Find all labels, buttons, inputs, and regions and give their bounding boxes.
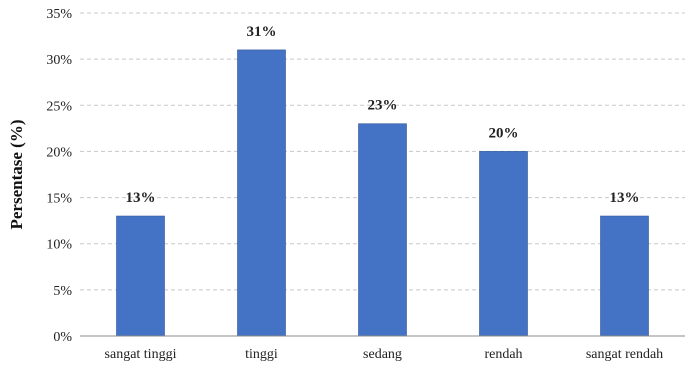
data-label: 13%	[126, 190, 156, 206]
y-tick-label: 30%	[46, 53, 72, 68]
y-tick-label: 25%	[46, 99, 72, 114]
y-tick-label: 0%	[53, 330, 72, 345]
y-axis-ticks: 0% 5% 10% 15% 20% 25% 30% 35%	[46, 7, 72, 345]
y-tick-label: 10%	[46, 238, 72, 253]
data-label: 23%	[368, 98, 398, 114]
bar-sedang	[358, 123, 407, 337]
y-axis-title: Persentase (%)	[7, 120, 26, 230]
data-label: 13%	[610, 190, 640, 206]
x-category-label: sedang	[363, 347, 402, 362]
bar-sangat-rendah	[600, 215, 649, 337]
x-category-label: sangat tinggi	[105, 347, 177, 362]
y-tick-label: 20%	[46, 145, 72, 160]
data-label: 31%	[247, 24, 277, 40]
data-label: 20%	[489, 125, 519, 141]
x-category-label: tinggi	[245, 347, 278, 362]
x-axis-categories: sangat tinggi tinggi sedang rendah sangat re…	[105, 347, 664, 362]
bar-rendah	[479, 151, 528, 337]
x-category-label: rendah	[484, 347, 522, 362]
bar-sangat-tinggi	[116, 215, 165, 337]
y-tick-label: 35%	[46, 7, 72, 22]
y-tick-label: 5%	[53, 284, 72, 299]
x-category-label: sangat rendah	[586, 347, 663, 362]
data-labels: 13% 31% 23% 20% 13%	[126, 24, 640, 206]
bar-tinggi	[237, 49, 286, 337]
bars	[116, 49, 649, 337]
y-tick-label: 15%	[46, 192, 72, 207]
